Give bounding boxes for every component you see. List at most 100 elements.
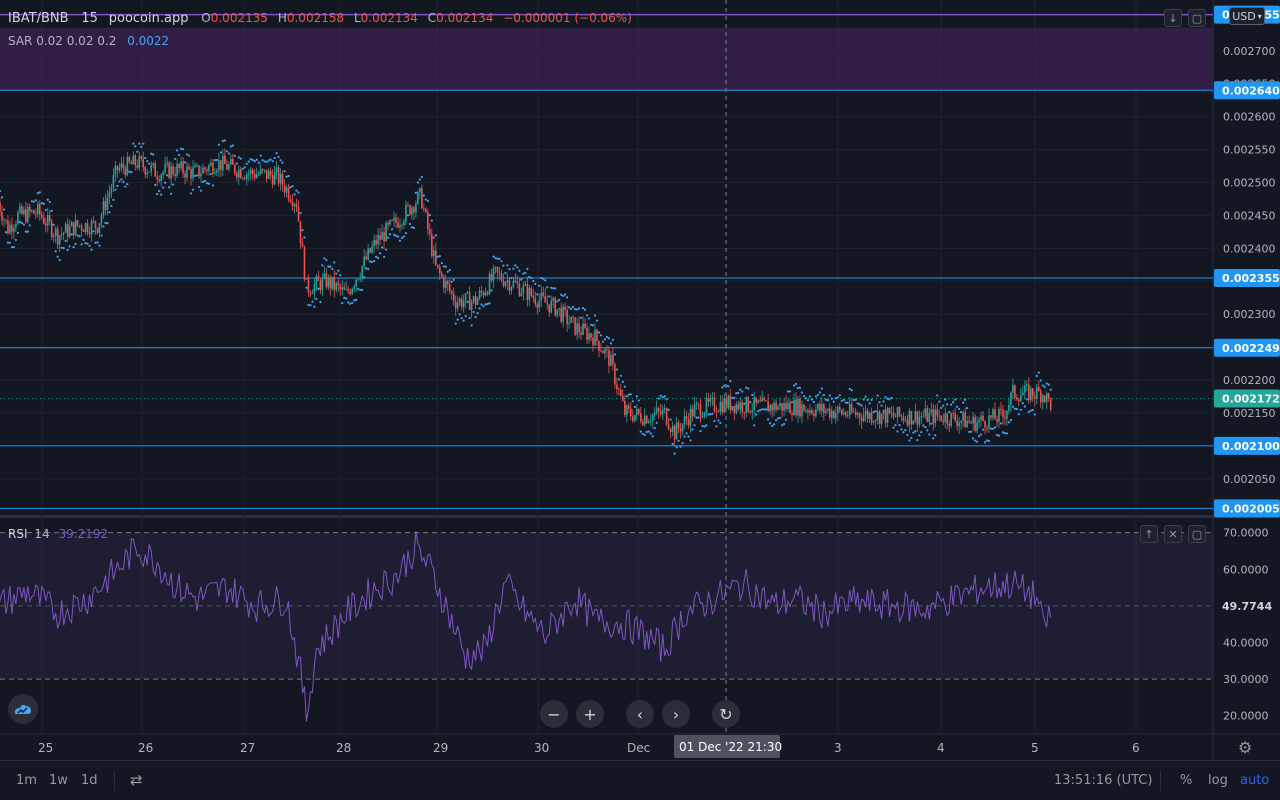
candle-body xyxy=(446,280,449,285)
candle-body xyxy=(892,412,895,417)
candle-body xyxy=(486,292,489,294)
candle-body xyxy=(92,220,95,222)
sar-dot xyxy=(816,393,819,397)
sar-dot xyxy=(176,149,179,152)
candle-body xyxy=(618,389,620,391)
candle-body xyxy=(297,207,300,222)
sar-legend[interactable]: SAR 0.02 0.02 0.2 0.0022 xyxy=(8,34,172,48)
candle-body xyxy=(803,404,805,412)
candle-body xyxy=(162,171,164,175)
candle-body xyxy=(703,412,706,417)
candle-body xyxy=(695,403,698,405)
sar-dot xyxy=(554,287,557,290)
candle-body xyxy=(317,276,320,281)
candle-body xyxy=(777,406,779,410)
close-icon[interactable]: ✕ xyxy=(1164,525,1182,543)
candle-body xyxy=(838,406,841,410)
sar-dot xyxy=(812,400,816,404)
candle-body xyxy=(482,292,485,296)
sar-dot xyxy=(72,246,75,249)
sar-dot xyxy=(699,429,702,433)
plus-icon[interactable]: + xyxy=(576,700,604,728)
candle-body xyxy=(90,220,93,235)
sar-dot xyxy=(223,139,226,142)
sar-dot xyxy=(723,384,726,387)
timeframe-1w[interactable]: 1w xyxy=(49,773,68,788)
level-tag-bg xyxy=(1214,338,1280,357)
sar-dot xyxy=(116,184,119,188)
candle-body xyxy=(454,301,457,309)
sar-dot xyxy=(275,151,278,155)
log-toggle[interactable]: log xyxy=(1208,773,1228,788)
sar-dot xyxy=(987,439,991,442)
candle-body xyxy=(27,206,29,222)
candle-body xyxy=(186,166,188,178)
candle-body xyxy=(1028,384,1030,401)
candle-body xyxy=(705,398,708,413)
sar-dot xyxy=(643,433,646,437)
candle-body xyxy=(733,406,736,413)
sar-dot xyxy=(884,395,887,399)
candle-body xyxy=(251,169,254,174)
sar-dot xyxy=(283,170,286,173)
sar-dot xyxy=(448,269,451,272)
sar-dot xyxy=(773,423,776,426)
candle-body xyxy=(15,223,17,228)
tradingview-logo-icon[interactable] xyxy=(8,694,38,724)
candle-body xyxy=(950,412,953,426)
candle-body xyxy=(918,416,921,425)
chevron-right-icon[interactable]: › xyxy=(662,700,690,728)
timeframe-1d[interactable]: 1d xyxy=(81,773,98,788)
candle-body xyxy=(168,162,170,179)
candle-body xyxy=(713,397,716,411)
candle-body xyxy=(399,224,401,228)
sar-dot xyxy=(930,422,933,425)
clock-time[interactable]: 13:51:16 (UTC) xyxy=(1054,773,1153,788)
candle-body xyxy=(546,302,549,305)
candle-body xyxy=(411,207,413,215)
candle-body xyxy=(335,283,338,290)
sar-dot xyxy=(759,409,762,412)
candle-body xyxy=(355,279,357,287)
candle-body xyxy=(550,300,553,313)
candle-body xyxy=(466,292,469,294)
calendar-icon[interactable]: ⇄ xyxy=(130,771,143,789)
move-up-icon[interactable]: ↑ xyxy=(1140,525,1158,543)
sar-dot xyxy=(866,398,869,401)
candle-body xyxy=(717,411,720,413)
sar-dot xyxy=(98,244,101,247)
timeframe-1m[interactable]: 1m xyxy=(16,773,37,788)
sar-dot xyxy=(774,419,778,422)
candle-body xyxy=(884,409,887,423)
minus-icon[interactable]: − xyxy=(540,700,568,728)
maximize-pane-icon[interactable]: ▢ xyxy=(1188,525,1206,543)
maximize-icon[interactable]: ▢ xyxy=(1188,9,1206,27)
reset-icon[interactable]: ↻ xyxy=(712,700,740,728)
symbol-label[interactable]: IBAT/BNB xyxy=(8,11,69,26)
sar-dot xyxy=(832,400,835,403)
currency-select[interactable]: USD ▾ xyxy=(1229,7,1265,25)
candle-body xyxy=(962,412,964,421)
candle-body xyxy=(524,284,527,286)
candle-body xyxy=(755,397,757,403)
time-tick-label: 30 xyxy=(534,741,549,755)
sar-dot xyxy=(753,424,756,427)
rsi-legend[interactable]: RSI 14 39.2192 xyxy=(8,527,111,541)
sar-dot xyxy=(512,267,515,270)
sar-dot xyxy=(739,388,742,391)
sar-dot xyxy=(922,424,925,427)
gear-icon[interactable]: ⚙ xyxy=(1238,738,1253,757)
sar-dot xyxy=(898,424,901,427)
candle-body xyxy=(450,291,453,294)
down-arrow-icon[interactable]: ↓ xyxy=(1164,9,1182,27)
sar-dot xyxy=(912,431,915,434)
percent-toggle[interactable]: % xyxy=(1180,773,1193,788)
sar-dot xyxy=(587,317,591,320)
sar-dot xyxy=(468,316,471,320)
auto-toggle[interactable]: auto xyxy=(1240,773,1270,788)
candle-body xyxy=(864,410,867,416)
chevron-left-icon[interactable]: ‹ xyxy=(626,700,654,728)
sar-dot xyxy=(94,241,97,244)
candle-body xyxy=(373,239,375,247)
